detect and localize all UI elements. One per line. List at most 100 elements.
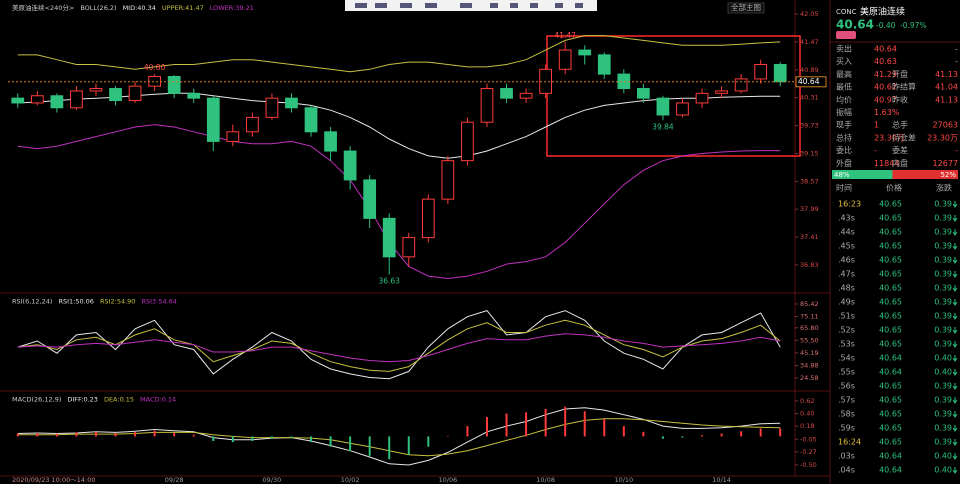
macd-bar [661, 436, 664, 439]
candle-body [500, 88, 513, 99]
candle-body [715, 90, 728, 94]
trade-price: 40.64 [879, 368, 902, 377]
trade-price: 40.65 [879, 424, 902, 433]
candle-body [246, 116, 259, 133]
candle-body [206, 97, 220, 142]
trade-price: 40.64 [879, 354, 902, 363]
trade-price: 40.65 [879, 214, 902, 223]
trade-time: .47s [838, 270, 855, 279]
tool-icon[interactable] [510, 3, 518, 8]
down-arrow [952, 467, 958, 474]
tool-icon[interactable] [555, 3, 563, 8]
y-tick-label: 39.73 [800, 122, 819, 130]
down-arrow [952, 229, 958, 236]
macd-bar [701, 435, 704, 437]
quote-label: 买入 [836, 57, 852, 66]
candle-body [734, 78, 748, 92]
tool-icon[interactable] [490, 3, 498, 8]
indicator-line [17, 418, 781, 457]
x-tick-label: 10/06 [439, 476, 458, 484]
down-arrow [952, 425, 958, 432]
indicator-line [17, 333, 781, 363]
trade-price: 40.65 [879, 298, 902, 307]
macd-bar [36, 432, 39, 437]
y-tick-label: 39.15 [800, 149, 819, 157]
last-price-label: 40.64 [798, 77, 820, 86]
y-tick-label: 45.19 [800, 349, 819, 357]
quote-value: 41.04 [935, 83, 958, 92]
down-arrow [952, 271, 958, 278]
legend-entry: LOWER:39.21 [210, 4, 254, 12]
x-tick-label: 10/10 [614, 476, 633, 484]
candle-body [617, 73, 631, 90]
quote-label: 委差 [892, 145, 908, 155]
macd-bar [192, 434, 195, 437]
tool-icon[interactable] [530, 3, 538, 8]
candle-body [421, 198, 435, 239]
quote-value: 40.62 [874, 83, 897, 92]
legend-entry: RSI2:54.90 [100, 297, 136, 305]
trade-time: .53s [838, 340, 855, 349]
trade-change: 0.39 [934, 438, 952, 447]
macd-bar [114, 432, 117, 437]
trade-change: 0.40 [934, 452, 952, 461]
indicator-line [17, 319, 781, 372]
macd-bar [740, 431, 743, 437]
trade-time: .55s [838, 368, 855, 377]
legend-entry: MID:40.34 [123, 4, 156, 12]
tool-icon[interactable] [355, 3, 367, 8]
candle-body [265, 97, 279, 118]
tool-icon[interactable] [575, 3, 583, 8]
candle-body [402, 237, 416, 258]
quote-label: 内盘 [892, 158, 908, 168]
candle-body [363, 179, 377, 219]
down-arrow [952, 299, 958, 306]
down-arrow [952, 243, 958, 250]
follow-badge[interactable] [836, 31, 856, 39]
quote-value: 40.63 [874, 57, 897, 66]
y-tick-label: 42.05 [800, 10, 819, 18]
quote-value: 1 [874, 121, 879, 130]
quote-change: -0.40 [876, 21, 896, 30]
ratio-bar [832, 170, 893, 179]
tool-icon[interactable] [375, 3, 387, 8]
down-arrow [952, 327, 958, 334]
candle-body [656, 97, 670, 116]
quote-value: 1.63% [874, 108, 900, 117]
indicator-line [17, 407, 781, 466]
macd-bar [525, 412, 528, 437]
trade-time: .57s [838, 396, 855, 405]
x-tick-label: 09/30 [263, 476, 282, 484]
quote-value: 41.29 [874, 70, 897, 79]
trade-change: 0.39 [934, 200, 952, 209]
candle-body [597, 54, 611, 75]
drawing-toolbar[interactable] [345, 0, 597, 11]
macd-bar [231, 436, 234, 443]
main-menu[interactable]: 全部主图 [731, 2, 761, 12]
y-tick-label: 41.47 [800, 38, 819, 46]
status-range: 2020/09/23 10:00～14:00 [12, 476, 96, 484]
quote-code: CONC [836, 8, 857, 16]
tool-icon[interactable] [460, 3, 472, 8]
trade-price: 40.65 [879, 242, 902, 251]
tool-icon[interactable] [425, 3, 437, 8]
trade-price: 40.64 [879, 452, 902, 461]
macd-bar [544, 408, 547, 437]
macd-bar [583, 411, 586, 437]
quote-label: 均价 [836, 94, 852, 104]
trade-time: 16:23 [838, 200, 861, 209]
candle-body [304, 107, 318, 133]
quote-label: 昨结算 [892, 82, 916, 92]
tool-icon[interactable] [400, 3, 412, 8]
quote-change-pct: -0.97% [900, 21, 927, 30]
menu-button[interactable] [727, 2, 765, 14]
trade-price: 40.65 [879, 284, 902, 293]
y-tick-label: -0.50 [800, 461, 817, 469]
indicator-name: RSI(6,12,24) [12, 297, 52, 305]
y-tick-label: 36.83 [800, 261, 819, 269]
down-arrow [952, 369, 958, 376]
y-tick-label: 85.42 [800, 300, 819, 308]
down-arrow [952, 439, 958, 446]
y-tick-label: 75.11 [800, 313, 819, 321]
candle-body [11, 97, 25, 104]
